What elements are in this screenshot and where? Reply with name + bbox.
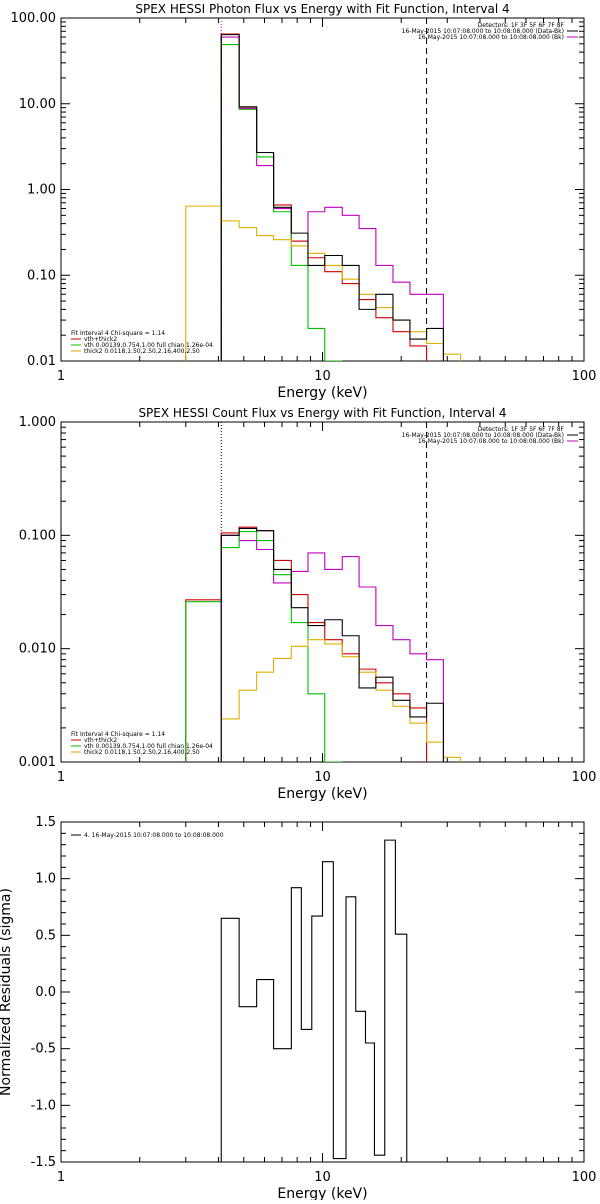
plot-area [185,422,462,762]
legend-top-entry: 16-May-2015 10:07:08.000 to 10:08:08.000… [418,34,564,41]
plot-frame [60,17,585,362]
series-line-5 [220,527,444,762]
x-tick-label: 10 [314,1170,331,1185]
plot-frame [60,421,585,763]
legend-bottom-entry: thick2 0.0118,1.50,2.50,2.16,400,2.50 [84,749,200,756]
y-tick-label: 10.00 [19,97,56,112]
y-tick-label: 1.5 [35,815,56,830]
y-tick-label: 1.00 [27,183,56,198]
x-tick-label: 10 [314,770,331,785]
plot-area [185,18,462,361]
chart-title: SPEX HESSI Count Flux vs Energy with Fit… [138,406,506,420]
chart-panel-3: 1 10 100 Energy (keV) -1.5 -1.0 -0.5 0.0 0.5 1.0 1… [0,815,597,1202]
y-tick-label: -1.5 [31,1155,56,1170]
series-line-4 [185,205,462,361]
y-tick-label: 1.0 [35,872,56,887]
legend-top-entry: Detectors: 1F 3F 5F 6F 7F 8F [478,426,565,433]
chart-title: SPEX HESSI Photon Flux vs Energy with Fi… [135,2,509,16]
series-line-2 [185,526,428,762]
series-line-1 [220,534,444,762]
plot-area [220,839,408,1162]
y-tick-label: 0.010 [19,642,56,657]
legend-bottom-entry: Fit Interval 4 Chi-square = 1.14 [71,731,165,738]
x-axis-title: Energy (keV) [277,1186,367,1200]
x-tick-label: 1 [57,1170,65,1185]
x-tick-label: 100 [572,770,597,785]
legend-top-entry: 16-May-2015 10:07:08.000 to 10:08:08.000… [402,432,564,439]
legend-bottom-entry: vth 0.00139,0.754,1.00 full chian 1.26e-… [84,743,213,750]
y-tick-label: 0.100 [19,528,56,543]
y-axis-title: Normalized Residuals (sigma) [0,888,14,1096]
x-tick-label: 100 [572,369,597,384]
x-tick-label: 10 [314,369,331,384]
legend-top-entry: 4. 16-May-2015 10:07:08.000 to 10:08:08.… [84,832,224,839]
legend-top-entry: 16-May-2015 10:07:08.000 to 10:08:08.000… [418,438,564,445]
legend-bottom-entry: vth 0.00139,0.754,1.00 full chian 1.26e-… [84,342,213,349]
series-line-1 [220,36,444,361]
y-tick-label: -1.0 [31,1098,56,1113]
series-line-5 [220,34,444,361]
series-line-4 [220,639,462,762]
series-line-2 [220,33,428,361]
legend-top-entry: Detectors: 1F 3F 5F 6F 7F 8F [478,22,565,29]
x-axis-title: Energy (keV) [277,385,367,401]
y-tick-label: 0.5 [35,928,56,943]
y-tick-label: 0.01 [27,354,56,369]
x-tick-label: 1 [57,369,65,384]
y-tick-label: 100.00 [11,11,57,26]
legend-bottom-entry: thick2 0.0118,1.50,2.50,2.16,400,2.50 [84,348,200,355]
y-tick-label: 0.001 [19,755,56,770]
series-line-3 [185,531,343,762]
legend-bottom-entry: vth+thick2 [84,336,117,343]
legend-bottom-entry: Fit Interval 4 Chi-square = 1.14 [71,330,165,337]
y-tick-label: 0.10 [27,268,56,283]
chart-panel-2: SPEX HESSI Count Flux vs Energy with Fit… [19,406,597,802]
x-axis-title: Energy (keV) [277,786,367,802]
x-tick-label: 1 [57,770,65,785]
series-line-1 [220,839,408,1162]
y-tick-label: 1.000 [19,415,56,430]
y-tick-label: -0.5 [31,1042,56,1057]
chart-panel-1: SPEX HESSI Photon Flux vs Energy with Fi… [11,2,597,401]
y-tick-label: 0.0 [35,985,56,1000]
legend-bottom-entry: vth+thick2 [84,737,117,744]
legend-top-entry: 16-May-2015 10:07:08.000 to 10:08:08.000… [402,28,564,35]
x-tick-label: 100 [572,1170,597,1185]
